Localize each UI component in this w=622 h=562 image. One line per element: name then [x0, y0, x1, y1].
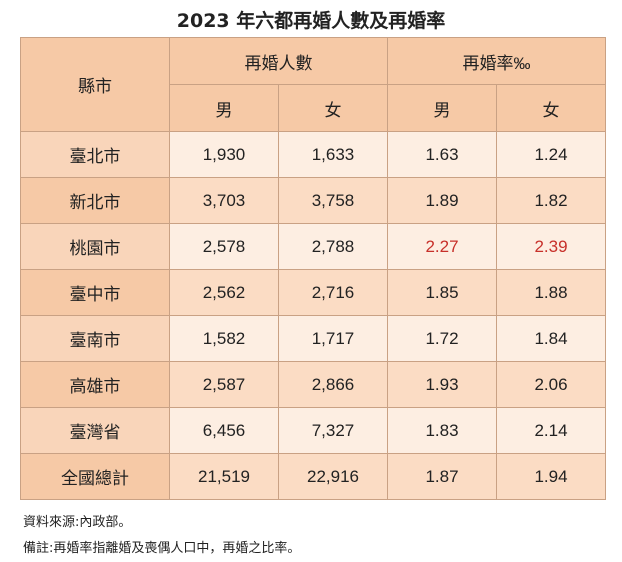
row-rate-male-highlight: 2.27: [387, 223, 497, 270]
row-rate-male: 1.85: [387, 269, 497, 316]
row-count-female: 7,327: [278, 407, 388, 454]
row-count-male: 2,562: [169, 269, 279, 316]
remarriage-table: 縣市 再婚人數 再婚率‰ 男 女 男 女 臺北市 1,930 1,633 1.6…: [20, 37, 606, 500]
row-count-female: 22,916: [278, 453, 388, 500]
row-count-female: 1,633: [278, 131, 388, 178]
row-city: 臺灣省: [20, 407, 170, 454]
row-rate-female: 1.84: [496, 315, 606, 362]
row-count-female: 1,717: [278, 315, 388, 362]
header-count-male: 男: [169, 84, 279, 132]
table-row: 臺南市 1,582 1,717 1.72 1.84: [20, 315, 606, 362]
row-rate-male: 1.89: [387, 177, 497, 224]
row-rate-female: 1.88: [496, 269, 606, 316]
table-row: 桃園市 2,578 2,788 2.27 2.39: [20, 223, 606, 270]
header-city: 縣市: [20, 37, 170, 132]
row-rate-female: 2.14: [496, 407, 606, 454]
table-row: 新北市 3,703 3,758 1.89 1.82: [20, 177, 606, 224]
row-rate-female: 1.94: [496, 453, 606, 500]
row-rate-male: 1.63: [387, 131, 497, 178]
row-city: 全國總計: [20, 453, 170, 500]
row-count-female: 2,788: [278, 223, 388, 270]
row-count-female: 3,758: [278, 177, 388, 224]
row-count-male: 3,703: [169, 177, 279, 224]
table-row: 臺灣省 6,456 7,327 1.83 2.14: [20, 407, 606, 454]
row-count-male: 2,587: [169, 361, 279, 408]
remark-note: 備註:再婚率指離婚及喪偶人口中，再婚之比率。: [23, 541, 301, 556]
table-row-total: 全國總計 21,519 22,916 1.87 1.94: [20, 453, 606, 500]
table-row: 臺中市 2,562 2,716 1.85 1.88: [20, 269, 606, 316]
row-count-male: 2,578: [169, 223, 279, 270]
table-row: 臺北市 1,930 1,633 1.63 1.24: [20, 131, 606, 178]
row-rate-female-highlight: 2.39: [496, 223, 606, 270]
row-rate-female: 1.82: [496, 177, 606, 224]
row-rate-male: 1.83: [387, 407, 497, 454]
table-row: 高雄市 2,587 2,866 1.93 2.06: [20, 361, 606, 408]
row-count-female: 2,866: [278, 361, 388, 408]
row-city: 臺南市: [20, 315, 170, 362]
header-count-female: 女: [278, 84, 388, 132]
table-title: 2023 年六都再婚人數及再婚率: [176, 10, 446, 32]
row-rate-female: 1.24: [496, 131, 606, 178]
row-rate-male: 1.72: [387, 315, 497, 362]
row-count-male: 1,930: [169, 131, 279, 178]
row-count-male: 21,519: [169, 453, 279, 500]
row-city: 臺北市: [20, 131, 170, 178]
row-count-male: 1,582: [169, 315, 279, 362]
header-rate-group: 再婚率‰: [387, 37, 606, 85]
row-city: 臺中市: [20, 269, 170, 316]
row-rate-male: 1.93: [387, 361, 497, 408]
row-count-male: 6,456: [169, 407, 279, 454]
row-count-female: 2,716: [278, 269, 388, 316]
header-count-group: 再婚人數: [169, 37, 388, 85]
row-rate-male: 1.87: [387, 453, 497, 500]
row-city: 桃園市: [20, 223, 170, 270]
row-rate-female: 2.06: [496, 361, 606, 408]
row-city: 新北市: [20, 177, 170, 224]
header-rate-female: 女: [496, 84, 606, 132]
source-note: 資料來源:內政部。: [23, 515, 132, 530]
header-rate-male: 男: [387, 84, 497, 132]
row-city: 高雄市: [20, 361, 170, 408]
